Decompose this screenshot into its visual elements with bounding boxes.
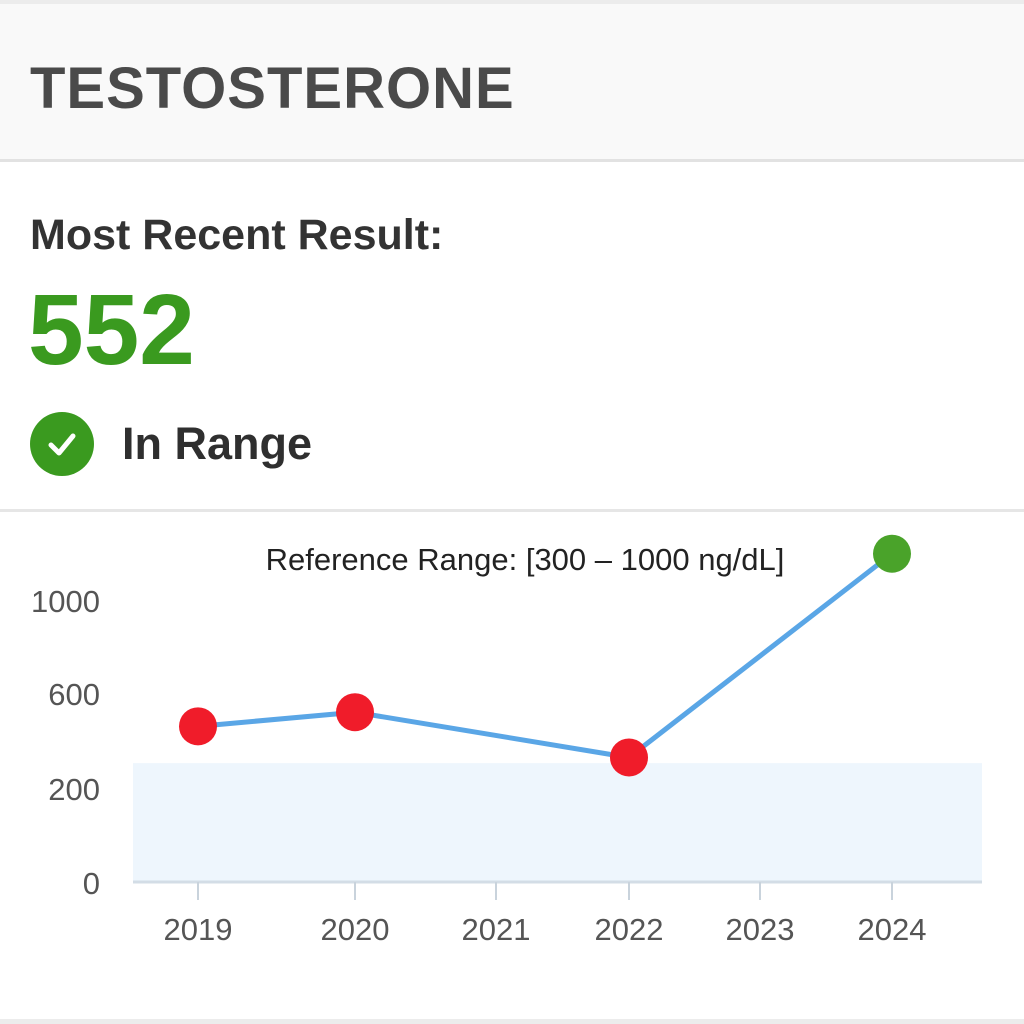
page-title: TESTOSTERONE — [30, 56, 515, 121]
y-tick-label: 600 — [48, 677, 100, 712]
x-tick-label: 2022 — [595, 912, 664, 947]
reference-band — [133, 763, 982, 882]
x-tick-label: 2023 — [726, 912, 795, 947]
y-tick-label: 0 — [83, 866, 100, 901]
header: TESTOSTERONE — [0, 0, 1024, 162]
footer-divider — [0, 1019, 1024, 1024]
status-text: In Range — [122, 418, 313, 469]
data-point — [610, 738, 648, 777]
x-tick-label: 2020 — [321, 912, 390, 947]
data-point — [873, 534, 911, 573]
y-tick-label: 200 — [48, 772, 100, 807]
chart-title: Reference Range: [300 – 1000 ng/dL] — [266, 542, 785, 577]
data-point — [179, 707, 217, 746]
trend-chart: Reference Range: [300 – 1000 ng/dL] 1000 6… — [31, 534, 982, 947]
check-circle-icon — [30, 412, 94, 476]
x-tick-label: 2021 — [462, 912, 531, 947]
result-label: Most Recent Result: — [30, 211, 444, 259]
series-line — [197, 551, 894, 760]
x-tick-label: 2024 — [858, 912, 927, 947]
data-point — [336, 693, 374, 732]
x-tick-label: 2019 — [164, 912, 233, 947]
result-panel: Most Recent Result: 552 In Range — [0, 162, 1024, 512]
result-value: 552 — [28, 274, 195, 386]
status-row: In Range — [30, 412, 312, 476]
y-tick-label: 1000 — [31, 584, 100, 619]
